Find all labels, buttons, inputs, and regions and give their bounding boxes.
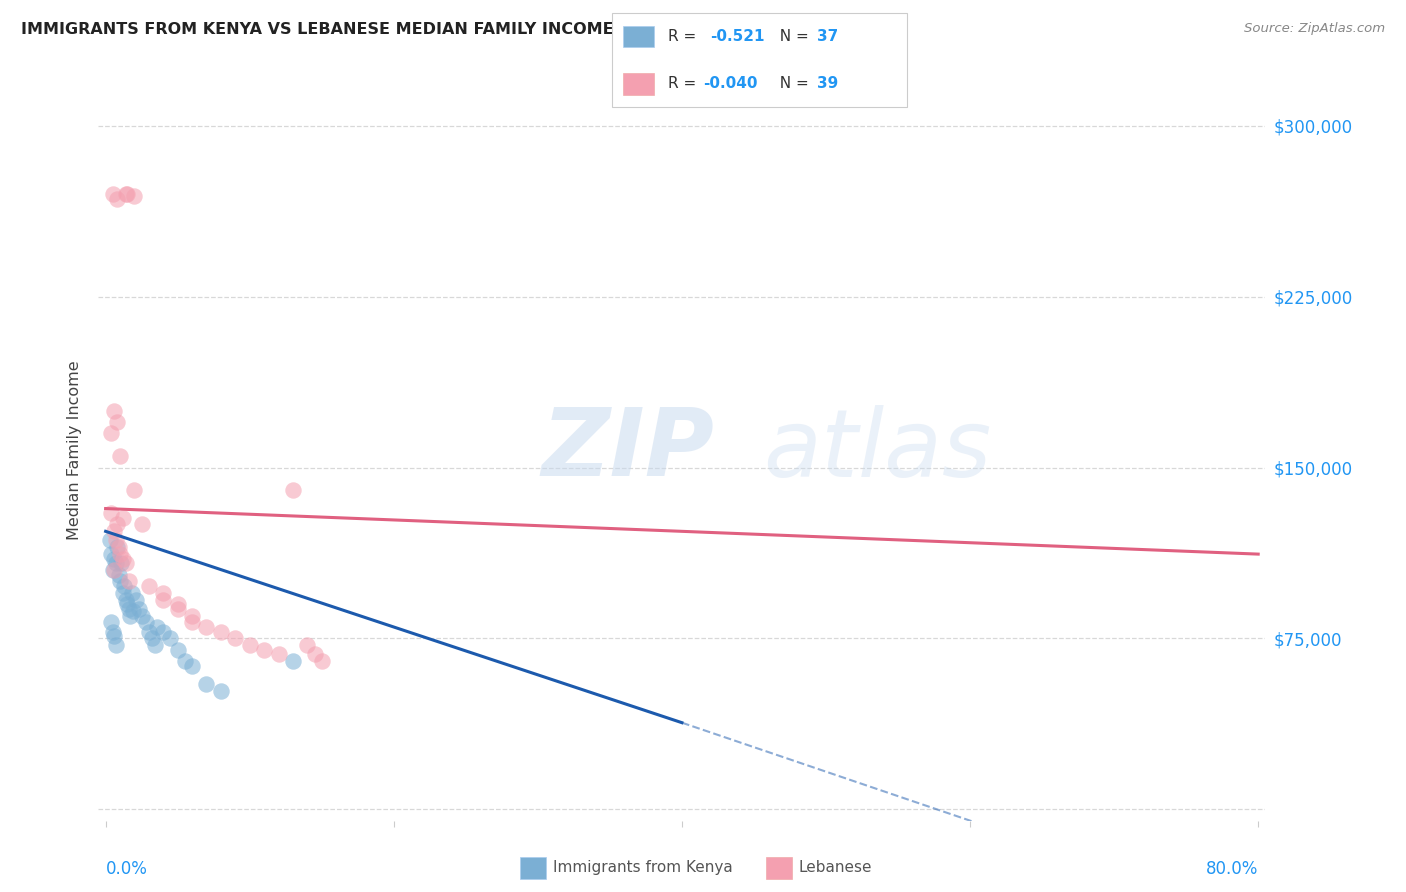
Text: Lebanese: Lebanese	[799, 861, 872, 875]
Point	[143, 638, 166, 652]
Text: -0.521: -0.521	[710, 29, 765, 44]
Point	[209, 683, 232, 698]
Text: IMMIGRANTS FROM KENYA VS LEBANESE MEDIAN FAMILY INCOME CORRELATION CHART: IMMIGRANTS FROM KENYA VS LEBANESE MEDIAN…	[21, 22, 811, 37]
Point	[110, 556, 132, 570]
Point	[131, 608, 153, 623]
Point	[98, 533, 121, 548]
Point	[101, 187, 124, 202]
Point	[124, 189, 146, 203]
Point	[195, 677, 218, 691]
Point	[304, 648, 326, 662]
Point	[181, 658, 204, 673]
Point	[100, 426, 122, 441]
Point	[122, 604, 145, 618]
Point	[311, 654, 333, 668]
Point	[100, 547, 122, 561]
Point	[104, 638, 127, 652]
Point	[100, 615, 122, 630]
Point	[297, 638, 319, 652]
Point	[166, 642, 188, 657]
Point	[159, 632, 181, 646]
Point	[166, 597, 188, 611]
Point	[135, 615, 157, 630]
Point	[131, 517, 153, 532]
Point	[111, 510, 134, 524]
Point	[115, 187, 138, 202]
Point	[115, 597, 138, 611]
Point	[114, 592, 136, 607]
Point	[138, 579, 160, 593]
Point	[267, 648, 290, 662]
Point	[101, 563, 124, 577]
Text: 39: 39	[817, 77, 838, 91]
Point	[125, 592, 148, 607]
Point	[108, 547, 131, 561]
Point	[181, 615, 204, 630]
Point	[166, 601, 188, 615]
Point	[239, 638, 262, 652]
Point	[209, 624, 232, 639]
Point	[281, 654, 304, 668]
Point	[104, 533, 127, 548]
Text: R =: R =	[668, 77, 702, 91]
Point	[253, 642, 276, 657]
Point	[101, 624, 124, 639]
Text: 80.0%: 80.0%	[1206, 860, 1258, 878]
Text: -0.040: -0.040	[703, 77, 758, 91]
Point	[105, 541, 128, 555]
Point	[121, 586, 143, 600]
Point	[103, 524, 125, 539]
Point	[118, 601, 141, 615]
Point	[105, 517, 128, 532]
Point	[112, 579, 135, 593]
Text: atlas: atlas	[763, 405, 991, 496]
Point	[103, 629, 125, 643]
Point	[104, 556, 127, 570]
Text: N =: N =	[770, 77, 814, 91]
Point	[103, 551, 125, 566]
Text: Source: ZipAtlas.com: Source: ZipAtlas.com	[1244, 22, 1385, 36]
Point	[114, 556, 136, 570]
Point	[224, 632, 246, 646]
Point	[120, 608, 142, 623]
Point	[146, 620, 169, 634]
Point	[114, 187, 136, 202]
Point	[195, 620, 218, 634]
Point	[100, 506, 122, 520]
Point	[152, 592, 174, 607]
Point	[138, 624, 160, 639]
Text: R =: R =	[668, 29, 706, 44]
Point	[118, 574, 141, 589]
Point	[107, 567, 129, 582]
Text: 0.0%: 0.0%	[105, 860, 148, 878]
Point	[124, 483, 146, 498]
Point	[105, 415, 128, 429]
Text: Immigrants from Kenya: Immigrants from Kenya	[553, 861, 733, 875]
Point	[108, 449, 131, 463]
Point	[107, 541, 129, 555]
Point	[152, 624, 174, 639]
Point	[141, 632, 163, 646]
Text: 37: 37	[817, 29, 838, 44]
Point	[105, 192, 128, 206]
Point	[111, 586, 134, 600]
Point	[128, 601, 150, 615]
Y-axis label: Median Family Income: Median Family Income	[67, 360, 83, 541]
Point	[281, 483, 304, 498]
Text: ZIP: ZIP	[541, 404, 714, 497]
Point	[103, 563, 125, 577]
Text: N =: N =	[770, 29, 814, 44]
Point	[181, 608, 204, 623]
Point	[111, 551, 134, 566]
Point	[103, 403, 125, 417]
Point	[173, 654, 195, 668]
Point	[108, 574, 131, 589]
Point	[152, 586, 174, 600]
